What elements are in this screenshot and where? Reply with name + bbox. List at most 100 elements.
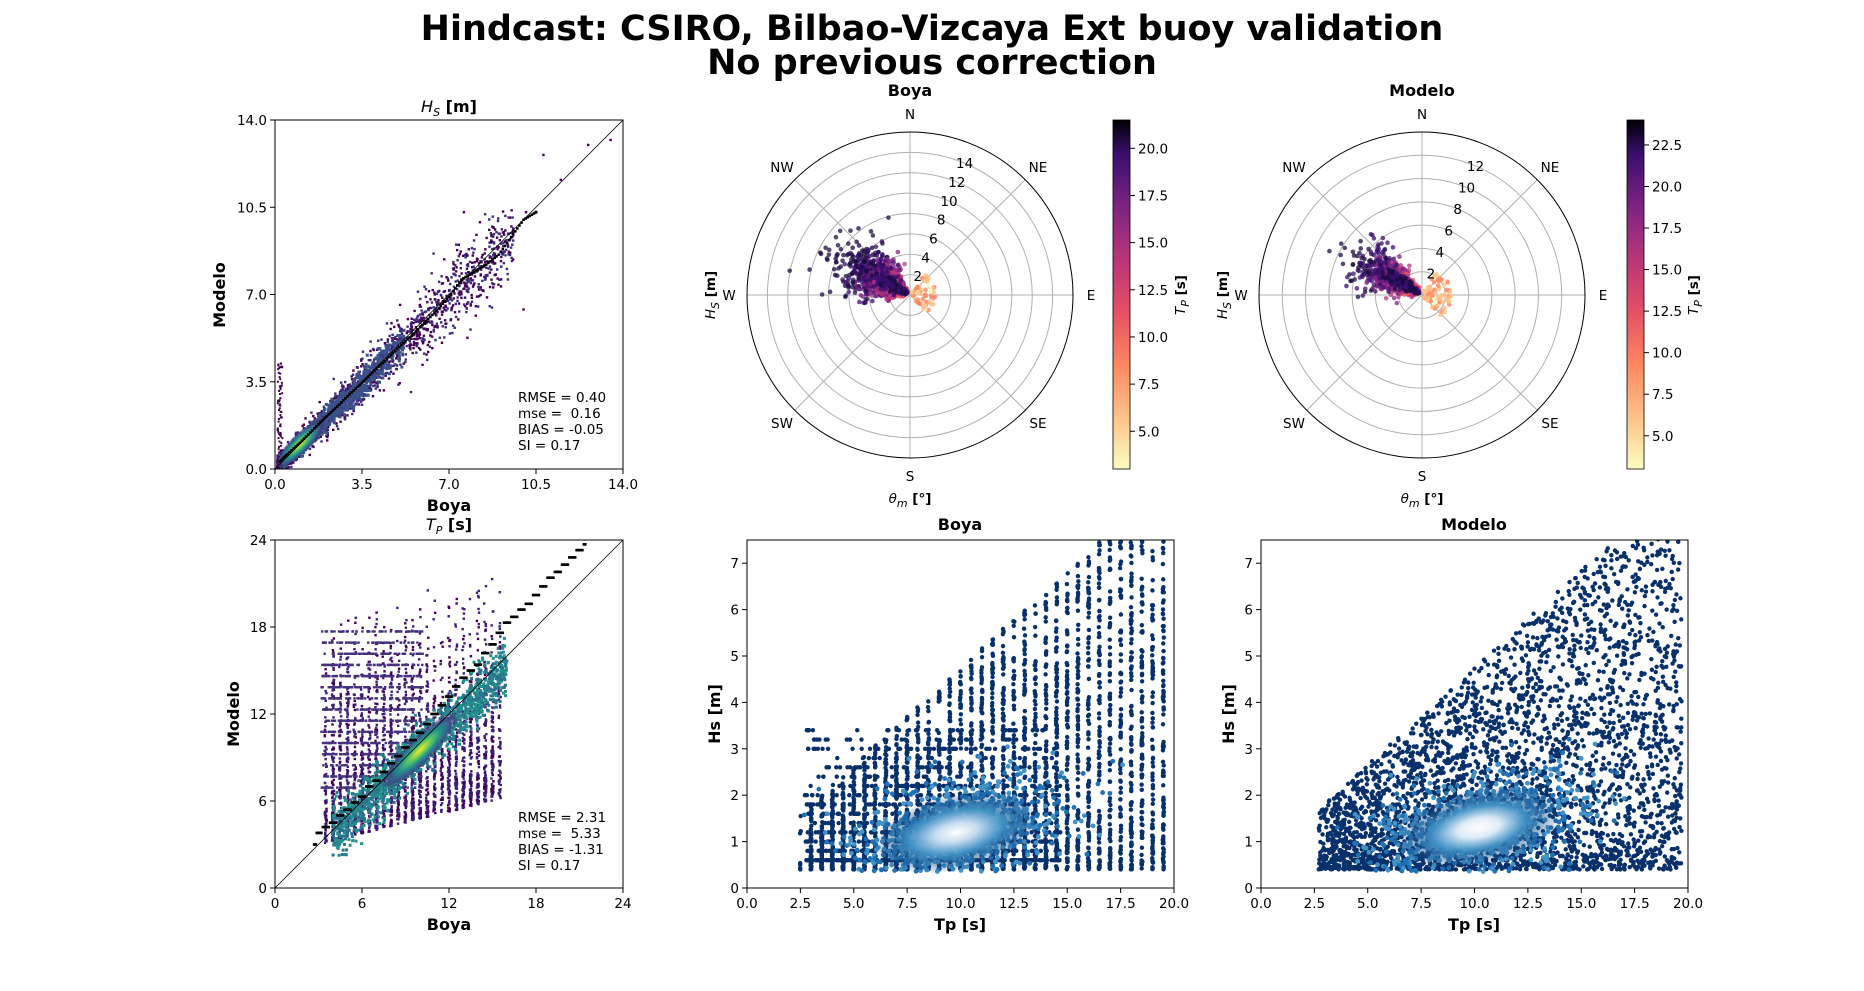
hs-qq-point [337,403,341,406]
tp-density-point [383,716,386,720]
tp-density-point [462,637,465,641]
hs-density-point [504,229,507,232]
hs-density-point [425,322,428,325]
tp-density-point [389,709,392,713]
tp-density-point [477,596,480,599]
hs-density-point [433,298,436,301]
tp-density-point [345,657,348,661]
hs-density-point [416,337,419,341]
hs-density-point [312,414,315,418]
hs-density-point [279,397,282,400]
tp-density-point [469,801,473,804]
tp-density-point [477,737,480,741]
hs-density-point [410,325,414,329]
tp-density-point [441,777,444,780]
hs-density-point [511,235,514,239]
tp-density-point [498,647,502,650]
tp-density-point [469,752,472,755]
hs-density-point [324,420,328,424]
hs-density-point [374,374,378,378]
tp-density-point [346,771,349,775]
hs-density-point [457,318,460,321]
hs-density-point [444,304,447,307]
tp-density-point [339,702,342,706]
tp-density-point [448,799,451,802]
tp-density-point [383,758,386,761]
hs-qq-point [296,443,300,446]
tp-density-point [441,645,444,648]
tp-density-point [461,795,465,798]
tp-density-point [497,716,500,720]
tp-density-point [475,619,479,623]
hs-density-point [479,293,482,297]
hs-density-point [469,277,472,280]
hs-density-point [356,382,360,386]
tp-density-point [417,698,421,701]
hs-density-point [287,465,290,469]
tp-density-point [432,706,436,710]
hs-density-point [277,430,280,433]
tp-density-point [353,745,357,749]
tp-density-point [325,810,328,813]
hs-density-point [325,412,329,416]
tp-density-point [338,757,342,760]
tp-density-point [469,774,473,778]
tp-density-point [484,667,488,671]
hs-density-point [390,357,394,361]
hs-density-point [485,236,488,240]
hs-density-point [278,400,281,403]
hs-qq-point [495,254,498,258]
hs-qq-point [356,385,360,389]
tp-density-point [390,694,393,697]
tp-density-point [485,790,488,793]
hs-density-point [430,306,433,310]
hs-density-point [506,245,510,248]
tp-density-point [425,715,428,719]
tp-density-point [425,770,428,773]
hs-density-point [318,413,322,417]
tp-density-point [433,599,437,602]
hs-density-point [443,308,446,311]
hs-density-point [399,329,402,333]
hs-density-point [438,336,442,339]
hs-density-point [481,279,484,283]
tp-density-point [397,800,400,803]
hs-density-point [470,296,474,300]
tp-density-point [346,667,349,671]
tp-density-point [346,690,350,694]
hs-density-point [505,248,508,252]
hs-density-point [409,390,413,394]
hs-density-point [450,309,453,312]
tp-density-point [381,738,384,742]
hs-density-point [453,326,456,329]
hs-density-point [392,364,395,368]
hs-density-point [326,439,329,442]
tp-density-point [498,755,501,759]
hs-density-point [276,400,279,403]
hs-density-point [276,380,279,383]
tp-density-point [411,728,414,731]
tp-density-point [490,799,493,802]
hs-density-point [334,412,338,416]
hs-qq-point [325,414,329,418]
tp-density-point [375,622,378,626]
hs-density-point [457,302,461,305]
hs-qq-point [377,365,380,369]
hs-density-point [458,284,461,288]
hs-density-point [501,210,505,213]
tp-density-point [367,667,370,670]
tp-density-point [448,639,451,643]
hs-density-point [412,321,415,325]
hs-density-point [320,415,323,418]
tp-density-point [360,750,364,753]
hs-density-point [443,336,446,339]
hs-density-point [453,292,456,295]
hs-density-point [377,357,381,361]
tp-density-point [390,796,393,799]
hs-density-point [463,296,467,299]
hs-density-point [429,330,433,334]
tp-density-point [353,768,356,771]
tp-density-point [346,739,349,742]
hs-density-point [278,376,281,379]
